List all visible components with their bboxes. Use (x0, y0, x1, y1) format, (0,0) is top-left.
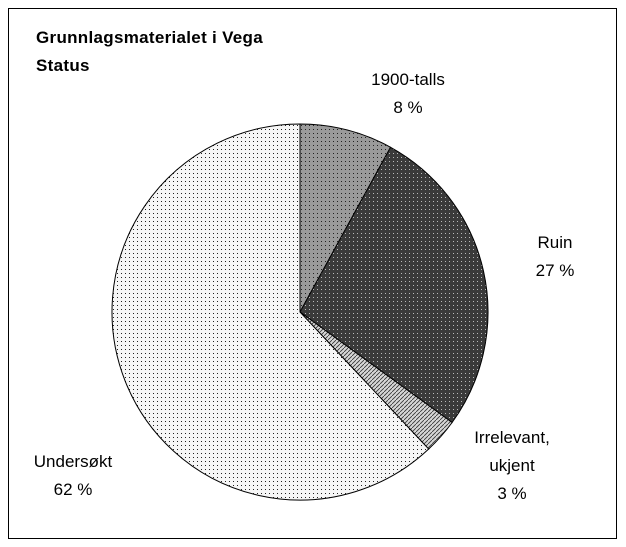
value-label: 62 % (53, 480, 93, 499)
value-label: 8 % (393, 98, 423, 117)
slice-label: Irrelevant, ukjent 3 % (464, 424, 560, 508)
value-label: 27 % (535, 261, 575, 280)
category-label: Undersøkt (33, 452, 113, 471)
chart-subtitle: Status (36, 56, 90, 75)
chart-frame (8, 8, 617, 539)
pie-slice (111, 123, 430, 501)
slice-label: 1900-talls 8 % (338, 66, 478, 122)
category-label: Irrelevant, ukjent (474, 428, 550, 475)
category-label: Ruin (537, 233, 573, 252)
slice-label: Ruin 27 % (495, 229, 615, 285)
pie-slice (299, 123, 392, 313)
chart-title: Grunnlagsmaterialet i Vega (36, 28, 263, 47)
value-label: 3 % (497, 484, 527, 503)
category-label: 1900-talls (371, 70, 445, 89)
slice-label: Undersøkt 62 % (13, 448, 133, 504)
pie-slice (299, 146, 489, 424)
